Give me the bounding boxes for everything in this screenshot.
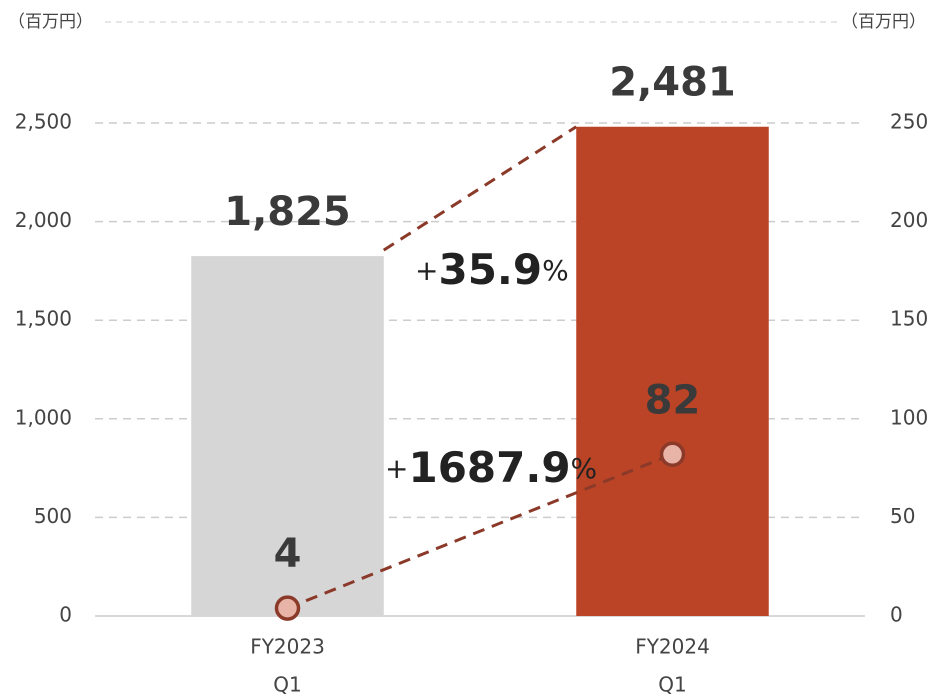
y-tick-label: 1,500 (15, 307, 72, 331)
line-marker (274, 595, 301, 621)
x-tick-label: Q1 (658, 673, 686, 697)
annotation-suffix: % (542, 254, 569, 287)
annotation-prefix: + (415, 254, 438, 287)
line-value-label: 4 (274, 531, 302, 577)
growth-annotation: +35.9% (415, 245, 569, 294)
line-marker (659, 441, 686, 468)
y2-tick-label: 200 (890, 208, 928, 232)
bar (576, 126, 769, 617)
y-axis-label: （百万円） (8, 12, 93, 32)
line-value-label: 82 (645, 377, 701, 423)
y2-tick-label: 250 (890, 110, 928, 134)
x-tick-label: Q1 (273, 673, 301, 697)
y-tick-label: 1,000 (15, 405, 72, 429)
y2-tick-label: 0 (890, 603, 903, 627)
bar-value-label: 2,481 (609, 60, 736, 106)
bar (191, 256, 384, 616)
bar-value-label: 1,825 (224, 189, 351, 235)
y2-tick-label: 100 (890, 405, 928, 429)
annotation-number: 35.9 (438, 245, 542, 294)
y-tick-label: 2,000 (15, 208, 72, 232)
bar-connector (382, 125, 578, 252)
line (286, 452, 674, 610)
y-tick-label: 2,500 (15, 110, 72, 134)
x-tick-label: FY2024 (635, 635, 710, 659)
y2-tick-label: 150 (890, 307, 928, 331)
y-tick-label: 0 (59, 603, 72, 627)
x-tick-label: FY2023 (250, 635, 325, 659)
annotation-suffix: % (571, 452, 598, 485)
y2-axis-label: （百万円） (841, 12, 926, 32)
y2-tick-label: 50 (890, 504, 915, 528)
annotation-prefix: + (385, 452, 408, 485)
growth-annotation: +1687.9% (385, 443, 597, 492)
annotation-number: 1687.9 (408, 443, 570, 492)
y-tick-label: 500 (34, 504, 72, 528)
